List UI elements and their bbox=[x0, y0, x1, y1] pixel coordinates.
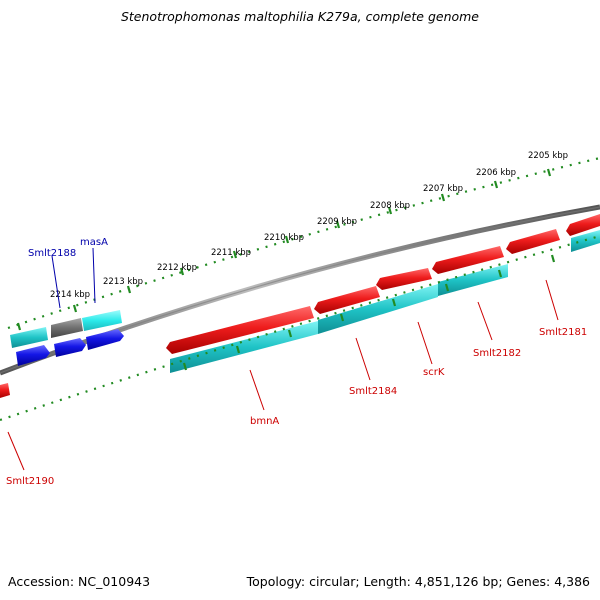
gene-label-smlt2188: Smlt2188 bbox=[28, 248, 76, 259]
kbp-label-2206: 2206 kbp bbox=[476, 168, 516, 178]
map-title: Stenotrophomonas maltophilia K279a, comp… bbox=[120, 9, 480, 24]
gene-arrow-red[interactable] bbox=[566, 214, 600, 236]
gene-label-bmnA: bmnA bbox=[250, 416, 279, 427]
gene-arrow-red-smlt2190[interactable] bbox=[0, 383, 10, 398]
gene-block-gray-smlt2188[interactable] bbox=[51, 318, 83, 338]
accession-text: Accession: NC_010943 bbox=[8, 574, 151, 589]
gene-label-masA: masA bbox=[80, 237, 108, 248]
gene-arrow-blue[interactable] bbox=[86, 329, 124, 350]
left-gene-cluster bbox=[0, 310, 124, 398]
gene-label-smlt2190: Smlt2190 bbox=[6, 476, 54, 487]
gene-label-smlt2184: Smlt2184 bbox=[349, 386, 397, 397]
gene-block-cyan[interactable] bbox=[438, 264, 508, 296]
kbp-label-2205: 2205 kbp bbox=[528, 151, 568, 161]
label-leader-lines bbox=[7, 247, 559, 471]
kbp-label-2212: 2212 kbp bbox=[157, 263, 197, 273]
gene-block-cyan[interactable] bbox=[170, 321, 318, 373]
gene-arrow-blue[interactable] bbox=[16, 345, 50, 366]
kbp-label-2207: 2207 kbp bbox=[423, 184, 463, 194]
gene-arrow-red[interactable] bbox=[506, 229, 560, 254]
reverse-strand-genes bbox=[170, 230, 600, 373]
gene-arrow-red[interactable] bbox=[432, 246, 504, 274]
gene-label-smlt2182: Smlt2182 bbox=[473, 348, 521, 359]
kbp-label-2213: 2213 kbp bbox=[103, 277, 143, 287]
gene-block-cyan-masA[interactable] bbox=[82, 310, 122, 331]
kbp-label-2211: 2211 kbp bbox=[211, 248, 251, 258]
kbp-label-2210: 2210 kbp bbox=[264, 233, 304, 243]
kbp-label-2208: 2208 kbp bbox=[370, 201, 410, 211]
gene-arrow-red-bmnA[interactable] bbox=[166, 306, 314, 354]
kbp-label-2214: 2214 kbp bbox=[50, 290, 90, 300]
kbp-label-2209: 2209 kbp bbox=[317, 217, 357, 227]
gene-arrow-red[interactable] bbox=[314, 286, 380, 314]
genome-summary-text: Topology: circular; Length: 4,851,126 bp… bbox=[246, 574, 590, 589]
gene-arrow-red[interactable] bbox=[376, 268, 432, 290]
gene-block-cyan-left[interactable] bbox=[10, 327, 48, 348]
outer-ruler-track bbox=[7, 156, 600, 330]
gene-label-smlt2181: Smlt2181 bbox=[539, 327, 587, 338]
inner-ruler-major-ticks bbox=[182, 254, 556, 371]
gene-arrow-blue[interactable] bbox=[54, 338, 86, 357]
outer-ruler-major-ticks bbox=[16, 168, 552, 331]
forward-strand-genes bbox=[166, 214, 600, 354]
gene-block-cyan[interactable] bbox=[318, 284, 438, 334]
gene-label-scrK: scrK bbox=[423, 367, 445, 378]
